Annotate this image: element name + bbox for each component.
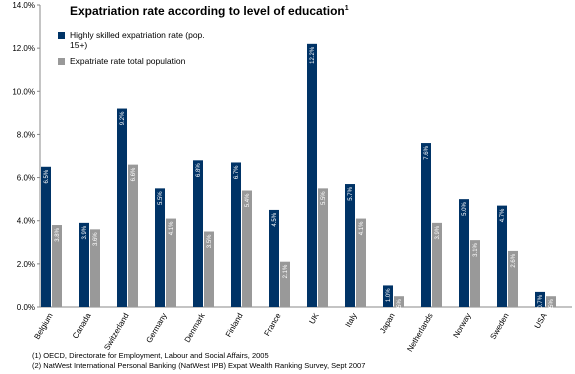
value-label: 5.5%	[158, 191, 164, 205]
bar	[497, 205, 507, 307]
bar	[52, 225, 62, 307]
bar	[193, 160, 203, 307]
value-label: 12.2%	[310, 46, 316, 64]
value-label: 4.1%	[169, 221, 175, 235]
footnotes: (1) OECD, Directorate for Employment, La…	[32, 351, 365, 371]
value-label: 2.1%	[283, 264, 289, 278]
legend-item: Highly skilled expatriation rate (pop. 1…	[58, 30, 220, 50]
bar	[307, 43, 317, 307]
bar	[204, 231, 214, 307]
value-label: 0.5%	[397, 299, 403, 313]
y-tick-label: 14.0%	[12, 1, 35, 10]
footnote: (1) OECD, Directorate for Employment, La…	[32, 351, 269, 360]
chart-title: Expatriation rate according to level of …	[70, 4, 345, 18]
x-tick-label: Switzerland	[102, 312, 130, 352]
value-label: 6.8%	[196, 163, 202, 177]
x-tick-label: Japan	[378, 312, 397, 335]
bar	[128, 164, 138, 307]
x-tick-label: Sweden	[488, 312, 510, 342]
legend-item: Expatriate rate total population	[58, 56, 220, 66]
legend-swatch	[58, 32, 65, 39]
chart-title-box: Expatriation rate according to level of …	[70, 4, 349, 18]
value-label: 6.7%	[234, 165, 240, 179]
value-label: 3.1%	[473, 242, 479, 256]
legend-label: Highly skilled expatriation rate (pop. 1…	[70, 30, 205, 50]
footnote: (2) NatWest International Personal Banki…	[32, 361, 366, 370]
x-tick-label: USA	[533, 311, 549, 330]
legend: Highly skilled expatriation rate (pop. 1…	[58, 30, 220, 72]
bar	[269, 209, 279, 307]
y-tick-label: 2.0%	[17, 260, 35, 269]
legend-label: Expatriate rate total population	[70, 56, 186, 66]
value-label: 3.8%	[55, 227, 61, 241]
bar	[508, 250, 518, 307]
x-tick-label: Netherlands	[405, 312, 434, 354]
bar	[231, 162, 241, 307]
bar	[166, 218, 176, 307]
x-tick-label: Finland	[224, 312, 245, 339]
legend-swatch	[58, 58, 65, 65]
bar	[280, 261, 290, 307]
bar	[155, 188, 165, 307]
value-label: 3.9%	[82, 225, 88, 239]
value-label: 2.6%	[511, 253, 517, 267]
y-tick-label: 10.0%	[12, 87, 35, 96]
bar	[535, 291, 545, 307]
x-tick-label: Norway	[451, 312, 472, 340]
value-label: 6.5%	[44, 169, 50, 183]
y-tick-label: 8.0%	[17, 130, 35, 139]
x-tick-label: Denmark	[183, 311, 208, 344]
x-tick-label: Canada	[71, 311, 93, 340]
bar	[459, 199, 469, 307]
value-label: 4.5%	[272, 212, 278, 226]
bar	[383, 285, 393, 307]
value-label: 3.6%	[93, 232, 99, 246]
value-label: 0.7%	[538, 294, 544, 308]
value-label: 0.5%	[549, 299, 555, 313]
x-tick-label: Italy	[344, 312, 359, 329]
x-tick-label: Germany	[144, 312, 168, 345]
value-label: 3.9%	[435, 225, 441, 239]
value-label: 6.6%	[131, 167, 137, 181]
bar	[318, 188, 328, 307]
title-note: 1	[344, 5, 349, 12]
value-label: 1.0%	[386, 288, 392, 302]
y-tick-label: 4.0%	[17, 217, 35, 226]
bar	[432, 222, 442, 307]
bar	[41, 166, 51, 307]
value-label: 3.5%	[207, 234, 213, 248]
y-tick-label: 6.0%	[17, 174, 35, 183]
value-label: 9.2%	[120, 111, 126, 125]
y-tick-label: 0.0%	[17, 303, 35, 312]
x-tick-label: France	[262, 311, 283, 338]
x-tick-label: Belgium	[32, 311, 54, 341]
bar	[394, 296, 404, 307]
bar	[79, 222, 89, 307]
bar	[242, 190, 252, 307]
bar	[345, 184, 355, 307]
bar	[470, 240, 480, 307]
value-label: 4.1%	[359, 221, 365, 235]
value-label: 7.6%	[424, 145, 430, 159]
bar	[117, 108, 127, 308]
y-tick-label: 12.0%	[12, 44, 35, 53]
x-tick-label: UK	[307, 311, 321, 326]
value-label: 5.7%	[348, 186, 354, 200]
value-label: 5.5%	[321, 191, 327, 205]
bar	[421, 143, 431, 307]
value-label: 5.0%	[462, 201, 468, 215]
bar	[90, 229, 100, 307]
value-label: 5.4%	[245, 193, 251, 207]
bar	[356, 218, 366, 307]
bar	[546, 296, 556, 307]
value-label: 4.7%	[500, 208, 506, 222]
